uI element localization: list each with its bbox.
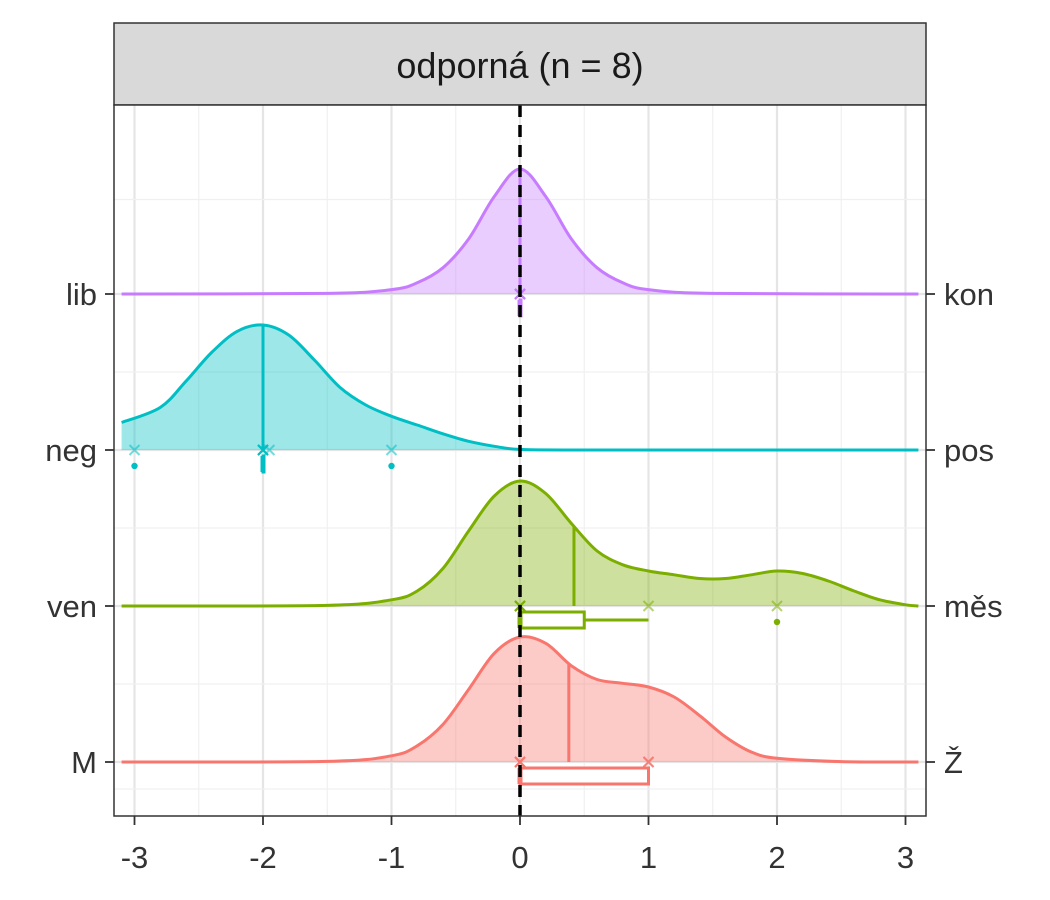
y-right-label-Ž: Ž (944, 745, 963, 780)
y-left-label-M: M (71, 745, 97, 780)
raw-point-7 (385, 444, 398, 456)
strip-header: odporná (n = 8) (113, 22, 927, 106)
density-curve (121, 479, 919, 608)
axes-layer: -3 -2 -1 0 1 2 3 lib kon neg pos ven měs M Ž (45, 277, 1002, 875)
raw-point-0 (128, 444, 141, 456)
x-tick-label-0: -3 (121, 840, 149, 875)
strip-background (113, 22, 927, 106)
x-tick-label-2: -1 (378, 840, 406, 875)
y-right-label-měs: měs (944, 589, 1003, 624)
raw-point-4 (514, 756, 526, 768)
box-body (518, 766, 650, 786)
x-tick-label-3: 0 (511, 840, 528, 875)
density-area (121, 480, 919, 607)
y-left-label-neg: neg (45, 433, 97, 468)
density-area (121, 324, 919, 451)
y-left-label-ven: ven (47, 589, 97, 624)
y-left-label-lib: lib (66, 277, 97, 312)
density-curve (121, 323, 919, 452)
x-tick-label-4: 1 (640, 840, 657, 875)
y-right-label-kon: kon (944, 277, 994, 312)
outlier-point-0 (773, 618, 781, 626)
ridge-neg-pos (121, 323, 919, 474)
y-right-label-pos: pos (944, 433, 994, 468)
raw-point-7 (771, 600, 783, 612)
density-curve (121, 635, 919, 764)
raw-point-6 (642, 600, 655, 612)
x-tick-label-1: -2 (249, 840, 277, 875)
outlier-point-0 (131, 462, 138, 470)
outlier-point-1 (388, 462, 395, 470)
x-tick-label-6: 3 (897, 840, 914, 875)
chart-title: odporná (n = 8) (396, 45, 643, 86)
box-body (518, 610, 586, 630)
raw-point-7 (642, 756, 655, 768)
raw-point-6 (263, 444, 276, 456)
density-area (121, 636, 919, 763)
x-tick-label-5: 2 (768, 840, 785, 875)
